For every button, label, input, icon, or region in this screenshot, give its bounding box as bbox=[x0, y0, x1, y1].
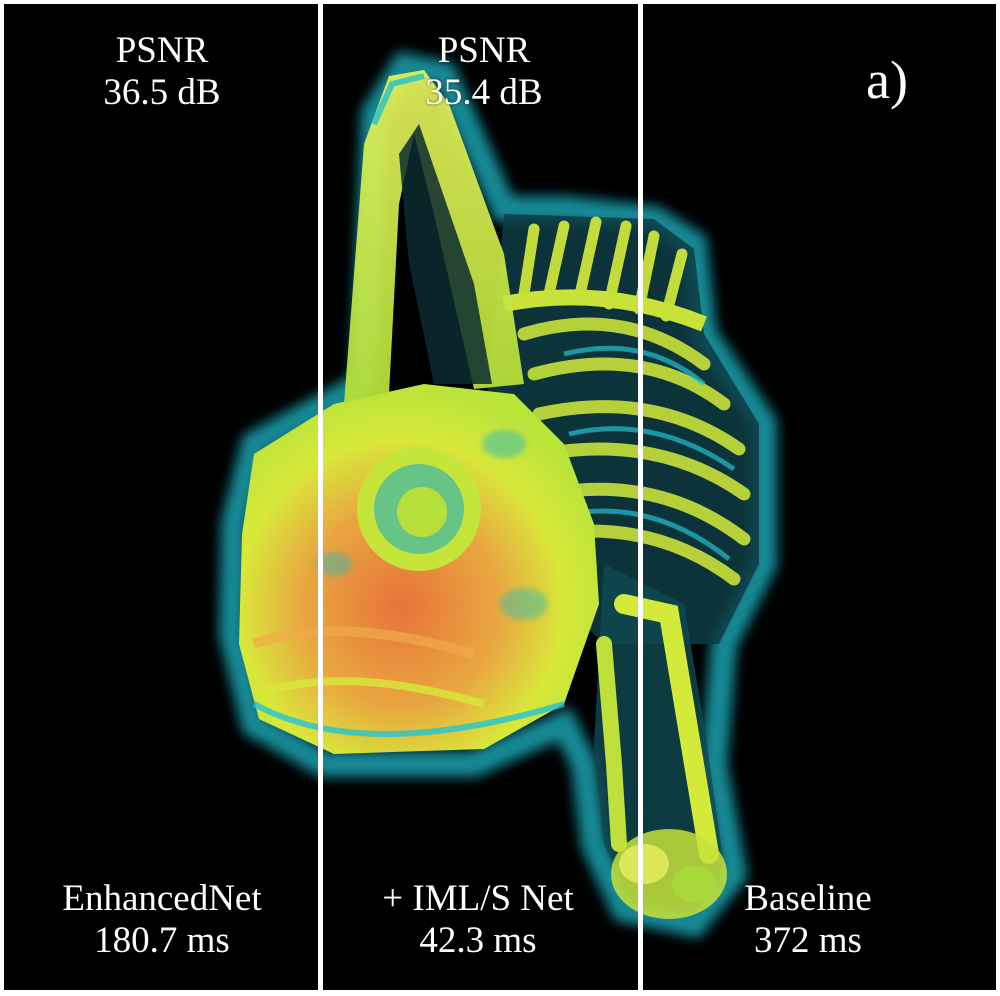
col1-metric-label: PSNR bbox=[115, 30, 209, 71]
col2-metric-value: 35.4 dB bbox=[425, 72, 543, 113]
col3-time: 372 ms bbox=[754, 920, 862, 961]
col3-caption: Baseline 372 ms bbox=[668, 878, 948, 962]
col2-caption: + IML/S Net 42.3 ms bbox=[338, 878, 618, 962]
render-casque bbox=[344, 70, 524, 404]
col2-time: 42.3 ms bbox=[419, 920, 537, 961]
comparison-figure: PSNR 36.5 dB PSNR 35.4 dB a) EnhancedNet… bbox=[4, 4, 996, 990]
col1-time: 180.7 ms bbox=[94, 920, 230, 961]
col2-metric-label: PSNR bbox=[437, 30, 531, 71]
col2-method: + IML/S Net bbox=[382, 878, 574, 919]
volume-render-chameleon bbox=[218, 4, 777, 990]
col1-method: EnhancedNet bbox=[62, 878, 262, 919]
col1-metric: PSNR 36.5 dB bbox=[22, 30, 302, 114]
col1-caption: EnhancedNet 180.7 ms bbox=[22, 878, 302, 962]
panel-tag: a) bbox=[866, 50, 908, 110]
col3-method: Baseline bbox=[744, 878, 872, 919]
col1-metric-value: 36.5 dB bbox=[103, 72, 221, 113]
divider-left bbox=[318, 4, 323, 990]
render-head bbox=[239, 384, 599, 754]
divider-right bbox=[638, 4, 643, 990]
col2-metric: PSNR 35.4 dB bbox=[344, 30, 624, 114]
render-halo bbox=[218, 51, 777, 939]
